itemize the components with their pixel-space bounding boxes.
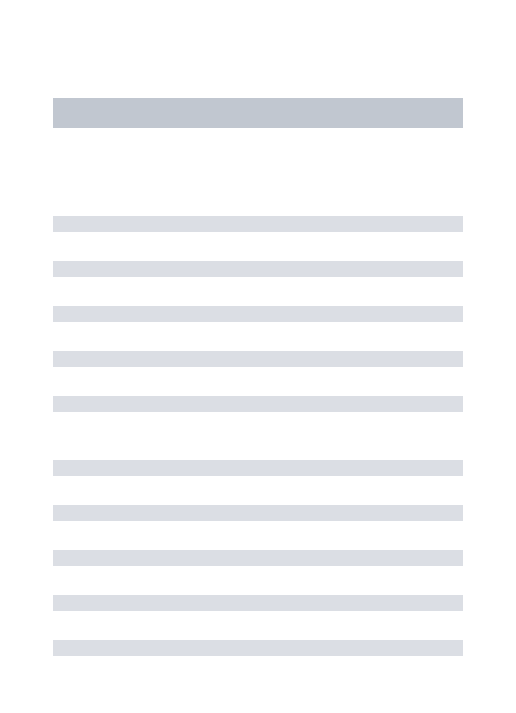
- paragraph-placeholder-1: [53, 216, 463, 412]
- text-line-placeholder: [53, 640, 463, 656]
- text-line-placeholder: [53, 460, 463, 476]
- text-line-placeholder: [53, 306, 463, 322]
- paragraph-placeholder-2: [53, 460, 463, 656]
- title-placeholder: [53, 98, 463, 128]
- text-line-placeholder: [53, 550, 463, 566]
- text-line-placeholder: [53, 505, 463, 521]
- document-skeleton: [0, 0, 516, 713]
- text-line-placeholder: [53, 351, 463, 367]
- text-line-placeholder: [53, 396, 463, 412]
- text-line-placeholder: [53, 261, 463, 277]
- text-line-placeholder: [53, 595, 463, 611]
- text-line-placeholder: [53, 216, 463, 232]
